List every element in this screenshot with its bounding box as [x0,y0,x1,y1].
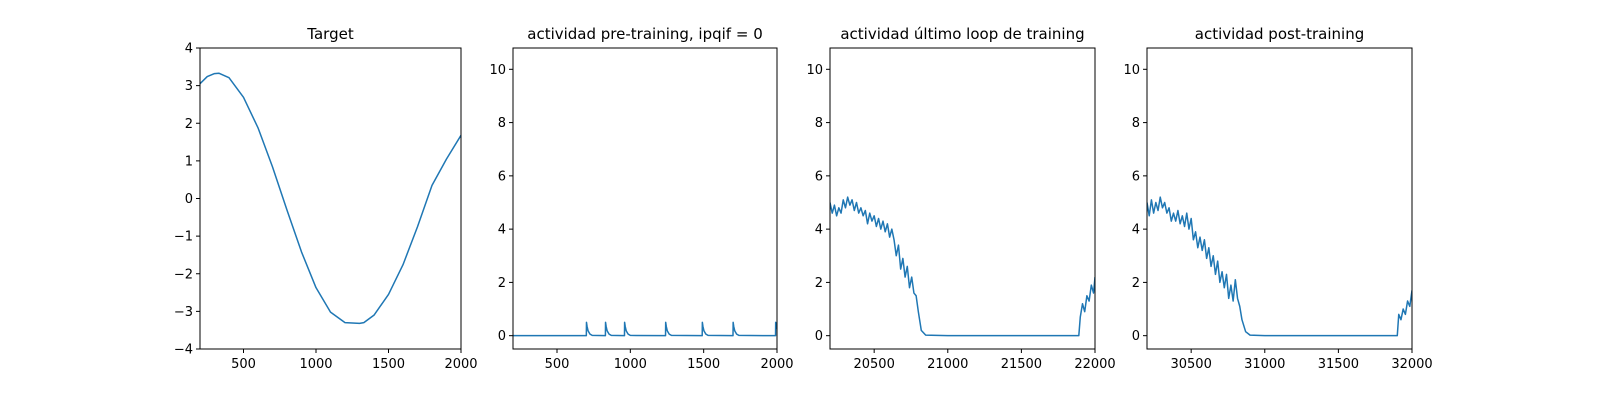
y-tick-label: 4 [498,223,506,238]
axes-frame [512,47,778,350]
subplot-4: actividad post-training 30500 31000 31500 32… [1123,25,1432,372]
axes-frame [199,47,462,350]
y-tick-label: 0 [498,329,506,344]
subplot-title: Target [306,25,354,43]
x-tick-label: 500 [545,357,570,372]
y-tick-label: 10 [806,63,823,78]
y-tick-label: 6 [1132,169,1140,184]
y-tick-label: 6 [498,169,506,184]
series-line-1 [200,72,461,325]
y-tick-label: −3 [174,305,193,320]
x-tick-label: 21500 [1001,357,1042,372]
x-tick-label: 500 [231,357,256,372]
x-tick-label: 2000 [760,357,793,372]
y-tick-label: 10 [1123,63,1140,78]
series-line-1 [513,321,777,337]
x-tick-label: 31000 [1244,357,1285,372]
y-tick-label: 0 [815,329,823,344]
x-tick-label: 1500 [687,357,720,372]
subplot-title: actividad post-training [1195,25,1364,43]
y-tick-label: 2 [185,117,193,132]
x-tick-label: 1000 [299,357,332,372]
y-tick-label: −4 [174,343,193,358]
axes-frame [1146,47,1413,350]
x-tick-label: 21000 [927,357,968,372]
y-tick-label: 10 [489,63,506,78]
x-tick-label: 31500 [1318,357,1359,372]
x-tick-label: 32000 [1391,357,1432,372]
y-tick-label: −2 [174,267,193,282]
x-tick-label: 30500 [1170,357,1211,372]
y-tick-label: 8 [815,116,823,131]
series-line-1 [1147,196,1412,337]
y-tick-label: 4 [1132,223,1140,238]
y-tick-label: 0 [1132,329,1140,344]
x-tick-label: 2000 [444,357,477,372]
y-tick-label: 6 [815,169,823,184]
y-tick-label: 2 [1132,276,1140,291]
y-tick-label: 0 [185,192,193,207]
y-tick-label: 8 [1132,116,1140,131]
y-tick-label: 2 [815,276,823,291]
subplot-title: actividad pre-training, ipqif = 0 [527,25,763,43]
y-tick-label: 1 [185,154,193,169]
x-tick-label: 1000 [614,357,647,372]
x-tick-label: 20500 [853,357,894,372]
y-tick-label: 8 [498,116,506,131]
x-tick-label: 22000 [1074,357,1115,372]
axes-frame [829,47,1096,350]
y-tick-label: −1 [174,230,193,245]
y-tick-label: 4 [815,223,823,238]
y-tick-label: 4 [185,42,193,57]
subplot-1: Target 500 1000 1500 2000 −4 −3 −2 −1 0 1 2 3 4 [174,25,478,372]
x-tick-label: 1500 [372,357,405,372]
subplot-title: actividad último loop de training [840,25,1084,43]
y-tick-label: 3 [185,79,193,94]
series-line-1 [830,196,1095,337]
subplot-2: actividad pre-training, ipqif = 0 500 1000… [489,25,793,372]
y-tick-label: 2 [498,276,506,291]
